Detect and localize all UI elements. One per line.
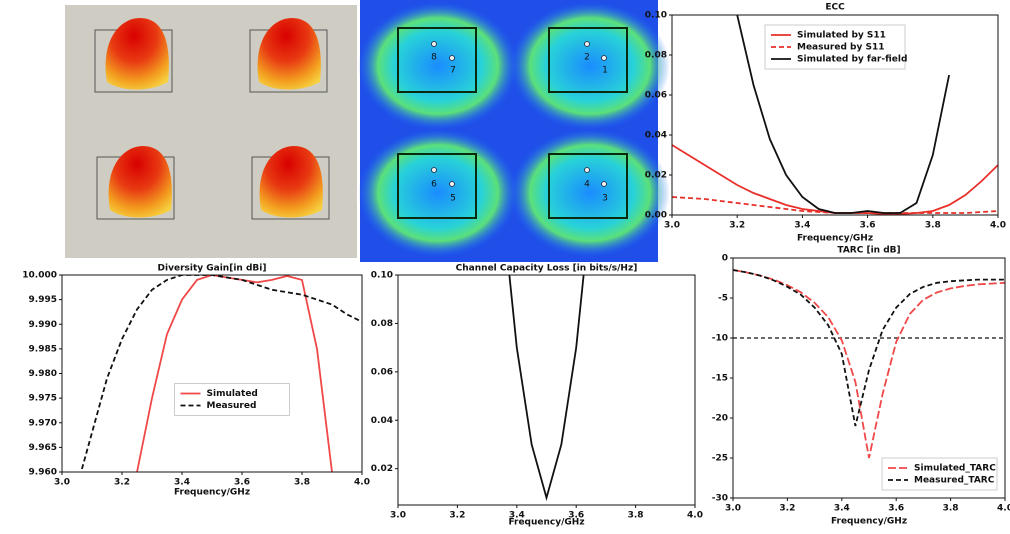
port-label: 2 xyxy=(584,53,590,63)
y-tick-label: 0.04 xyxy=(371,416,393,426)
pattern-image xyxy=(65,5,357,258)
x-tick-label: 3.2 xyxy=(114,478,130,488)
y-tick-label: 0 xyxy=(722,254,728,264)
legend-label: Measured by S11 xyxy=(797,43,884,53)
port-label: 6 xyxy=(431,180,437,190)
y-tick-label: -30 xyxy=(712,494,728,504)
y-tick-label: 9.960 xyxy=(29,468,57,478)
x-tick-label: 3.2 xyxy=(779,504,795,514)
y-tick-label: 0.04 xyxy=(645,131,667,141)
x-axis-label: Frequency/GHz xyxy=(797,234,873,244)
x-tick-label: 3.6 xyxy=(860,221,876,231)
port-label: 3 xyxy=(602,194,608,204)
x-tick-label: 3.0 xyxy=(54,478,70,488)
chart: ECC Frequency/GHz 3.0 3.2 3.4 3.6 3.8 4.0 0.00 0.… xyxy=(645,3,1006,244)
x-tick-label: 3.0 xyxy=(664,221,680,231)
x-tick-label: 3.4 xyxy=(509,511,525,521)
port-label: 5 xyxy=(450,194,456,204)
y-tick-label: 0.08 xyxy=(371,319,393,329)
x-tick-label: 3.0 xyxy=(725,504,741,514)
x-tick-label: 3.2 xyxy=(729,221,745,231)
legend: Simulated_TARC Measured_TARC xyxy=(882,458,997,490)
y-tick-label: 0.02 xyxy=(371,464,393,474)
y-tick-label: 9.985 xyxy=(29,344,57,354)
legend-label: Simulated xyxy=(207,389,258,399)
y-tick-label: -20 xyxy=(712,414,728,424)
x-tick-label: 4.0 xyxy=(354,478,370,488)
chart: Diversity Gain[in dBi] Frequency/GHz 3.0 3.… xyxy=(22,264,370,522)
x-tick-label: 3.8 xyxy=(943,504,959,514)
y-tick-label: 10.000 xyxy=(22,271,57,281)
y-tick-label: 9.965 xyxy=(29,443,57,453)
y-tick-label: -15 xyxy=(712,374,728,384)
y-tick-label: 0.02 xyxy=(645,171,667,181)
y-tick-label: 9.995 xyxy=(29,295,57,305)
chart-title: Diversity Gain[in dBi] xyxy=(158,264,267,274)
x-tick-label: 3.6 xyxy=(568,511,584,521)
x-tick-label: 3.6 xyxy=(888,504,904,514)
x-tick-label: 3.4 xyxy=(174,478,190,488)
chart-title: Channel Capacity Loss [in bits/s/Hz] xyxy=(456,264,638,274)
x-axis-label: Frequency/GHz xyxy=(831,517,907,527)
legend-label: Simulated by far-field xyxy=(797,55,907,65)
legend-label: Measured_TARC xyxy=(914,476,995,486)
chart-title: ECC xyxy=(825,3,845,13)
port-label: 1 xyxy=(602,66,608,76)
y-tick-label: -5 xyxy=(718,294,728,304)
y-tick-label: 9.970 xyxy=(29,418,57,428)
x-tick-label: 3.6 xyxy=(234,478,250,488)
y-tick-label: -10 xyxy=(712,334,728,344)
y-tick-label: 9.990 xyxy=(29,320,57,330)
legend: Simulated Measured xyxy=(175,384,290,416)
legend-label: Simulated_TARC xyxy=(914,464,996,474)
legend: Simulated by S11 Measured by S11 Simulated… xyxy=(765,25,907,69)
x-axis-label: Frequency/GHz xyxy=(174,488,250,498)
port-label: 8 xyxy=(431,53,437,63)
x-tick-label: 3.8 xyxy=(294,478,310,488)
x-tick-label: 3.0 xyxy=(390,511,406,521)
port-label: 7 xyxy=(450,66,456,76)
y-tick-label: 0.10 xyxy=(371,271,393,281)
x-tick-label: 3.8 xyxy=(628,511,644,521)
plot-area xyxy=(62,275,362,472)
x-tick-label: 3.4 xyxy=(834,504,850,514)
y-tick-label: -25 xyxy=(712,454,728,464)
port-label: 4 xyxy=(584,180,590,190)
chart: TARC [in dB] Frequency/GHz 3.0 3.2 3.4 3.6 3.8… xyxy=(712,246,1010,527)
y-tick-label: 0.08 xyxy=(645,51,667,61)
y-tick-label: 0.06 xyxy=(645,91,667,101)
figure: 8 7 2 1 6 5 4 3 ECC Frequency/GHz 3.0 3.2 3.… xyxy=(0,0,1010,534)
x-tick-label: 4.0 xyxy=(990,221,1006,231)
y-tick-label: 9.975 xyxy=(29,394,57,404)
plot-area xyxy=(398,275,695,505)
legend-label: Measured xyxy=(207,401,257,411)
x-tick-label: 3.4 xyxy=(794,221,810,231)
y-tick-label: 0.10 xyxy=(645,11,667,21)
x-tick-label: 4.0 xyxy=(997,504,1010,514)
y-tick-label: 0.00 xyxy=(645,211,667,221)
chart-title: TARC [in dB] xyxy=(837,246,900,256)
x-tick-label: 3.2 xyxy=(449,511,465,521)
field-image: 8 7 2 1 6 5 4 3 xyxy=(358,0,670,262)
y-tick-label: 0.06 xyxy=(371,367,393,377)
x-tick-label: 4.0 xyxy=(687,511,703,521)
x-tick-label: 3.8 xyxy=(925,221,941,231)
legend-label: Simulated by S11 xyxy=(797,31,886,41)
y-tick-label: 9.980 xyxy=(29,369,57,379)
